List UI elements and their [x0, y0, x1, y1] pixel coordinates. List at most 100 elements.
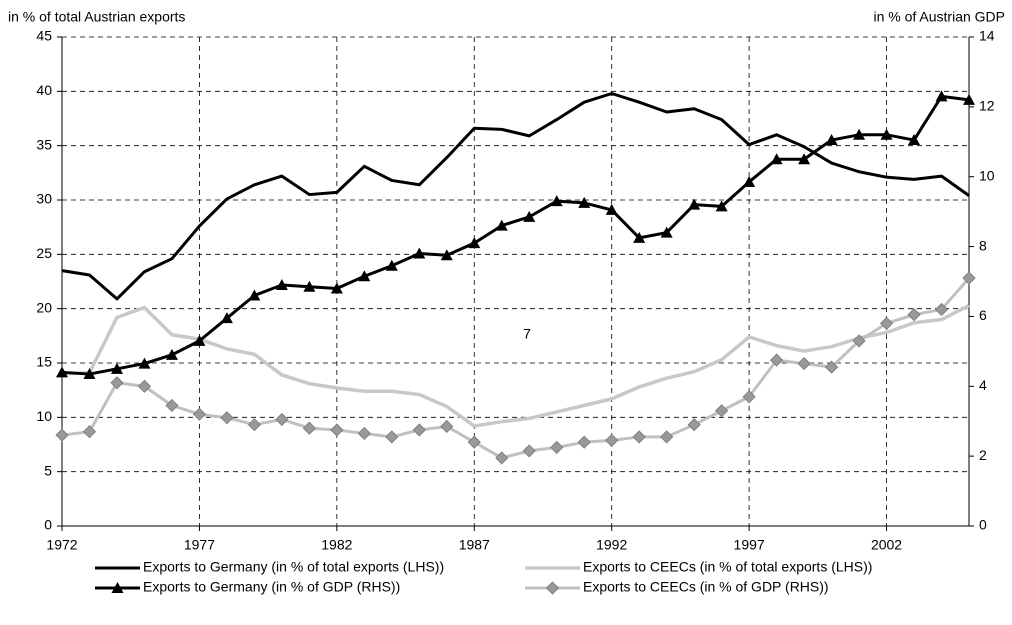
- series-line: [61, 94, 970, 376]
- y2-axis-label: in % of Austrian GDP: [873, 9, 1005, 25]
- point-marker: [330, 423, 344, 437]
- point-marker: [742, 390, 756, 404]
- y2-tick-label: 0: [979, 517, 987, 533]
- y-axis-label: in % of total Austrian exports: [8, 9, 185, 25]
- point-marker: [302, 421, 316, 435]
- point-marker: [852, 334, 866, 348]
- point-marker: [165, 398, 179, 413]
- point-marker: [385, 430, 399, 444]
- y2-tick-label: 8: [979, 237, 987, 253]
- point-marker: [357, 426, 371, 441]
- point-marker: [440, 419, 454, 434]
- point-marker: [193, 334, 206, 346]
- point-marker: [522, 444, 536, 458]
- point-marker: [550, 440, 564, 454]
- legend-label: Exports to Germany (in % of total export…: [143, 559, 444, 575]
- point-marker: [963, 93, 975, 105]
- point-marker: [660, 430, 674, 444]
- y-tick-label: 35: [36, 136, 52, 152]
- y2-tick-label: 12: [979, 98, 995, 114]
- point-marker: [358, 270, 371, 282]
- point-marker: [935, 90, 948, 102]
- y2-tick-label: 10: [979, 167, 995, 183]
- legend-marker: [111, 582, 124, 593]
- point-marker: [797, 357, 811, 371]
- point-marker: [632, 430, 646, 444]
- point-marker: [715, 200, 728, 212]
- point-marker: [412, 423, 426, 437]
- point-marker: [248, 289, 261, 301]
- point-marker: [578, 196, 591, 208]
- point-marker: [138, 357, 151, 369]
- point-marker: [715, 404, 729, 418]
- point-marker: [83, 368, 96, 380]
- point-marker: [165, 348, 178, 360]
- point-marker: [110, 362, 123, 374]
- y-tick-label: 15: [36, 354, 52, 370]
- point-marker: [330, 282, 343, 294]
- point-marker: [468, 237, 481, 249]
- y2-tick-label: 2: [979, 447, 987, 463]
- point-marker: [275, 412, 289, 427]
- x-tick-label: 2002: [871, 537, 902, 553]
- y-tick-label: 30: [36, 191, 52, 207]
- x-tick-label: 1997: [734, 537, 765, 553]
- point-marker: [770, 153, 783, 165]
- point-marker: [247, 418, 261, 432]
- y-tick-label: 5: [44, 462, 52, 478]
- point-marker: [605, 203, 618, 215]
- point-marker: [440, 249, 453, 261]
- point-marker: [879, 316, 894, 330]
- legend-label: Exports to CEECs (in % of GDP (RHS)): [583, 579, 829, 595]
- point-marker: [56, 366, 68, 378]
- point-marker: [110, 376, 124, 390]
- y-tick-label: 45: [36, 28, 52, 44]
- legend-label: Exports to Germany (in % of GDP (RHS)): [143, 579, 400, 595]
- point-marker: [495, 451, 509, 465]
- point-marker: [743, 175, 756, 187]
- point-marker: [275, 278, 288, 290]
- y2-tick-label: 14: [979, 28, 995, 44]
- y-tick-label: 20: [36, 299, 52, 315]
- point-marker: [908, 134, 921, 146]
- point-marker: [688, 198, 701, 210]
- point-marker: [495, 219, 508, 231]
- point-marker: [605, 433, 619, 447]
- point-marker: [220, 312, 233, 324]
- series-line: [61, 303, 970, 428]
- x-tick-label: 1977: [184, 537, 215, 553]
- point-marker: [523, 210, 536, 222]
- y-tick-label: 0: [44, 517, 52, 533]
- point-marker: [413, 247, 426, 259]
- point-marker: [577, 435, 591, 449]
- point-marker: [962, 271, 976, 285]
- point-marker: [770, 353, 784, 367]
- legend-marker: [545, 581, 560, 595]
- point-marker: [853, 128, 866, 140]
- point-marker: [303, 280, 316, 292]
- point-marker: [907, 308, 921, 322]
- y-tick-label: 10: [36, 408, 52, 424]
- x-tick-label: 1982: [321, 537, 352, 553]
- point-marker: [825, 360, 839, 374]
- point-marker: [687, 418, 701, 432]
- point-marker: [220, 411, 234, 425]
- point-marker: [798, 153, 811, 165]
- point-marker: [880, 128, 893, 140]
- legend-label: Exports to CEECs (in % of total exports …: [583, 559, 872, 575]
- point-marker: [385, 259, 398, 271]
- x-tick-label: 1987: [459, 537, 490, 553]
- x-tick-label: 1992: [596, 537, 627, 553]
- point-marker: [467, 435, 481, 449]
- point-marker: [82, 425, 97, 439]
- x-tick-label: 1972: [46, 537, 77, 553]
- point-marker: [137, 379, 152, 393]
- y2-tick-label: 4: [979, 377, 987, 393]
- y2-tick-label: 6: [979, 307, 987, 323]
- y-tick-label: 40: [36, 82, 52, 98]
- annotation: 7: [523, 326, 531, 342]
- point-marker: [934, 302, 949, 317]
- point-marker: [825, 134, 838, 146]
- point-marker: [660, 226, 673, 238]
